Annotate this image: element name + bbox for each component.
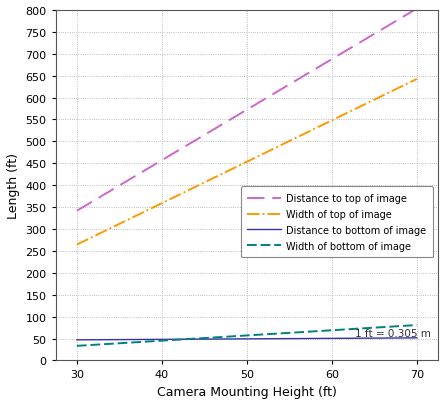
Width of top of image	[277, 144, 282, 149]
Line: Width of bottom of image: Width of bottom of image	[77, 325, 417, 346]
Legend: Distance to top of image, Width of top of image, Distance to bottom of image, Wi: Distance to top of image, Width of top o…	[241, 187, 433, 258]
Line: Distance to top of image: Distance to top of image	[77, 10, 417, 211]
Width of top of image	[74, 243, 80, 247]
Distance to top of image	[277, 89, 282, 94]
Line: Width of top of image: Width of top of image	[77, 80, 417, 245]
Width of bottom of image	[282, 331, 287, 336]
Width of bottom of image	[382, 325, 388, 330]
Width of bottom of image	[275, 331, 281, 336]
Width of bottom of image	[414, 323, 420, 328]
Distance to bottom of image	[414, 336, 420, 341]
Distance to bottom of image	[282, 337, 287, 341]
Line: Distance to bottom of image: Distance to bottom of image	[77, 338, 417, 340]
Distance to top of image	[74, 209, 80, 213]
Distance to top of image	[75, 208, 81, 213]
Distance to bottom of image	[75, 338, 81, 343]
Width of top of image	[414, 77, 420, 82]
Width of bottom of image	[361, 326, 366, 331]
Distance to bottom of image	[275, 337, 281, 341]
Width of top of image	[275, 145, 281, 149]
X-axis label: Camera Mounting Height (ft): Camera Mounting Height (ft)	[157, 385, 337, 398]
Distance to top of image	[282, 85, 287, 90]
Distance to bottom of image	[361, 336, 366, 341]
Width of bottom of image	[74, 343, 80, 348]
Distance to top of image	[361, 39, 366, 44]
Distance to top of image	[414, 7, 420, 12]
Distance to top of image	[275, 90, 281, 94]
Y-axis label: Length (ft): Length (ft)	[7, 153, 20, 219]
Text: 1 ft = 0.305 m: 1 ft = 0.305 m	[355, 328, 430, 338]
Width of top of image	[282, 141, 287, 146]
Width of top of image	[75, 242, 81, 247]
Width of bottom of image	[277, 331, 282, 336]
Distance to bottom of image	[382, 336, 388, 341]
Width of top of image	[361, 103, 366, 108]
Distance to bottom of image	[74, 338, 80, 343]
Width of top of image	[382, 93, 388, 98]
Distance to top of image	[382, 26, 388, 31]
Distance to bottom of image	[277, 337, 282, 341]
Width of bottom of image	[75, 343, 81, 348]
